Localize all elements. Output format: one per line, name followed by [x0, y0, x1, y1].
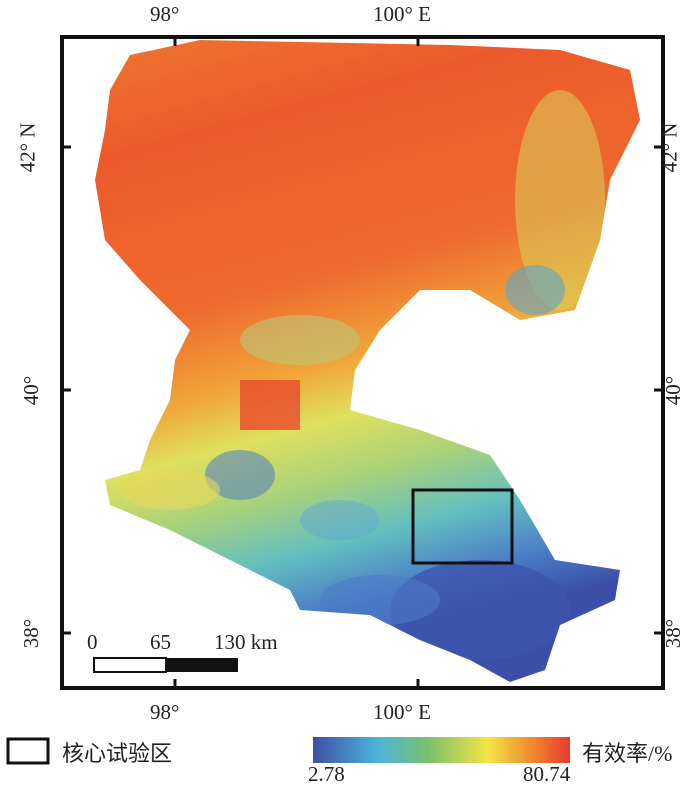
- scale-label: 130 km: [214, 630, 278, 654]
- colorbar-min-label: 2.78: [308, 762, 345, 786]
- bottom-lon-label: 98°: [150, 700, 180, 724]
- scale-bar: [93, 657, 238, 673]
- right-lat-label: 42° N: [657, 122, 682, 173]
- scale-label: 0: [87, 630, 98, 654]
- legend-core-area-swatch: [6, 737, 50, 765]
- right-lat-label: 38°: [661, 618, 686, 649]
- bottom-lon-label: 100° E: [373, 700, 431, 724]
- top-lon-label: 100° E: [373, 2, 431, 26]
- top-lon-label: 98°: [150, 2, 180, 26]
- efficiency-raster: [95, 40, 640, 682]
- legend-core-area-label: 核心试验区: [62, 741, 173, 766]
- map-frame: [60, 35, 665, 690]
- colorbar: [313, 737, 570, 763]
- colorbar-title: 有效率/%: [582, 741, 673, 766]
- left-lat-label: 40°: [19, 375, 44, 406]
- left-lat-label: 42° N: [15, 122, 40, 173]
- core-experiment-area-box: [411, 488, 514, 565]
- right-lat-label: 40°: [661, 375, 686, 406]
- left-lat-label: 38°: [19, 618, 44, 649]
- colorbar-max-label: 80.74: [523, 762, 571, 786]
- scale-label: 65: [150, 630, 171, 654]
- graticule-ticks: [62, 37, 663, 688]
